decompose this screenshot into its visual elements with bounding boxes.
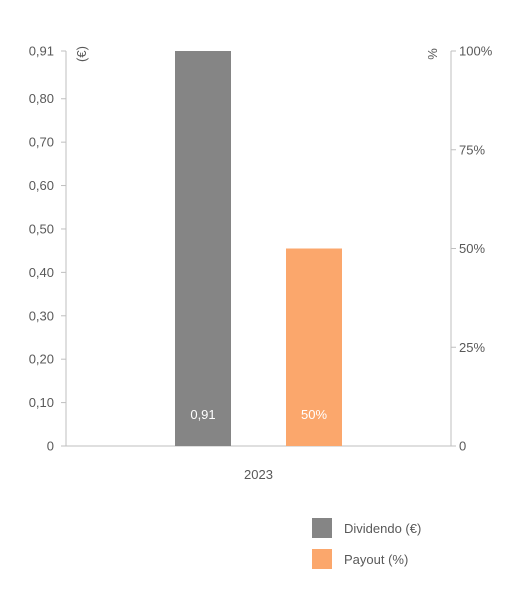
left-axis-tick-label: 0,30	[29, 308, 54, 323]
bar-data-label: 0,91	[190, 407, 215, 422]
left-axis-tick-label: 0,40	[29, 265, 54, 280]
x-axis-labels: 2023	[244, 467, 273, 482]
right-axis-tick-label: 100%	[459, 44, 493, 59]
right-axis-unit: %	[425, 48, 440, 60]
right-axis-tick-label: 0	[459, 439, 466, 454]
right-y-axis: % 0 25% 50% 75% 100%	[425, 44, 493, 454]
legend: Dividendo (€) Payout (%)	[312, 518, 421, 569]
left-axis-tick-label: 0,50	[29, 221, 54, 236]
left-axis-unit: (€)	[74, 46, 89, 62]
left-axis-tick-label: 0,70	[29, 135, 54, 150]
bar-data-label: 50%	[301, 407, 327, 422]
left-axis-tick-label: 0,20	[29, 352, 54, 367]
left-axis-tick-label: 0,91	[29, 44, 54, 59]
left-axis-tick-label: 0,80	[29, 91, 54, 106]
left-y-axis: (€) 0 0,10 0,20 0,30 0,40 0,50 0,60 0,70 0,80 0,9…	[29, 44, 89, 454]
legend-swatch	[312, 518, 332, 538]
bar-payout	[286, 248, 342, 446]
bar-dividendo	[175, 51, 231, 446]
bars: 0,91 50%	[175, 51, 342, 446]
right-axis-tick-label: 75%	[459, 142, 485, 157]
left-axis-tick-label: 0,10	[29, 395, 54, 410]
right-axis-tick-label: 25%	[459, 340, 485, 355]
legend-swatch	[312, 549, 332, 569]
left-axis-tick-label: 0,60	[29, 178, 54, 193]
legend-label: Payout (%)	[344, 552, 408, 567]
right-axis-tick-label: 50%	[459, 241, 485, 256]
left-axis-tick-label: 0	[47, 439, 54, 454]
x-axis-category-label: 2023	[244, 467, 273, 482]
legend-label: Dividendo (€)	[344, 521, 421, 536]
